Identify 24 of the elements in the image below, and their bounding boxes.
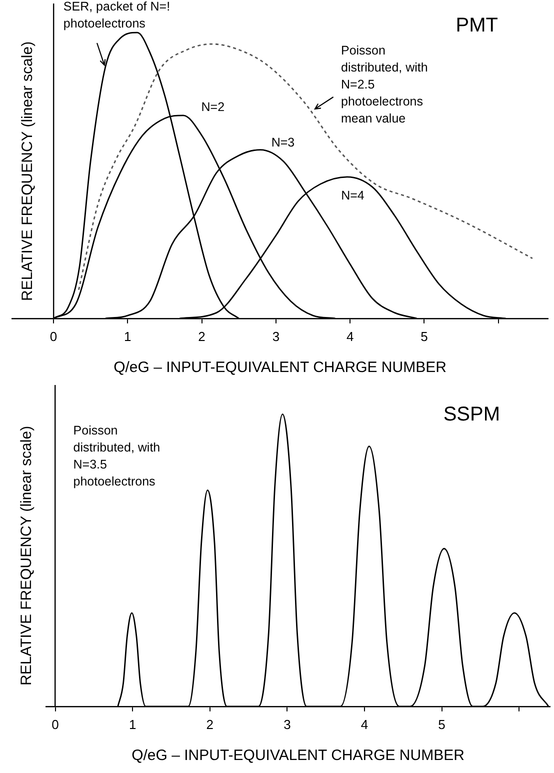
x-tick-label: 4 — [360, 716, 368, 732]
annotation: N=2 — [201, 100, 225, 114]
chart-title: PMT — [456, 14, 498, 37]
annotation: SER, packet of N=! photoelectrons — [63, 0, 170, 31]
x-tick-label: 1 — [128, 716, 136, 732]
annotation: N=3 — [271, 135, 295, 150]
x-tick-label: 2 — [198, 328, 206, 344]
x-tick-label: 0 — [52, 716, 59, 732]
x-tick-label: 0 — [50, 328, 58, 344]
x-tick-label: 4 — [346, 328, 354, 344]
x-tick-label: 2 — [206, 716, 214, 732]
annotation: N=4 — [341, 188, 364, 203]
annotation: Poisson distributed, with N=3.5 photoelectrons — [73, 424, 160, 489]
x-tick-label: 5 — [420, 328, 428, 344]
x-tick-label: 3 — [284, 716, 291, 732]
x-tick-label: 5 — [438, 716, 446, 732]
y-axis-title: RELATIVE FREQUENCY (linear scale) — [18, 426, 36, 686]
x-axis-title: Q/eG – INPUT-EQUIVALENT CHARGE NUMBER — [114, 359, 447, 376]
annotation: Poisson distributed, with N=2.5 photoelectrons mean value — [340, 43, 428, 126]
x-axis-title: Q/eG – INPUT-EQUIVALENT CHARGE NUMBER — [132, 747, 465, 764]
chart-title: SSPM — [443, 404, 500, 426]
x-tick-label: 1 — [124, 328, 132, 344]
y-axis-title: RELATIVE FREQUENCY (linear scale) — [19, 41, 36, 301]
x-tick-label: 3 — [272, 328, 280, 344]
